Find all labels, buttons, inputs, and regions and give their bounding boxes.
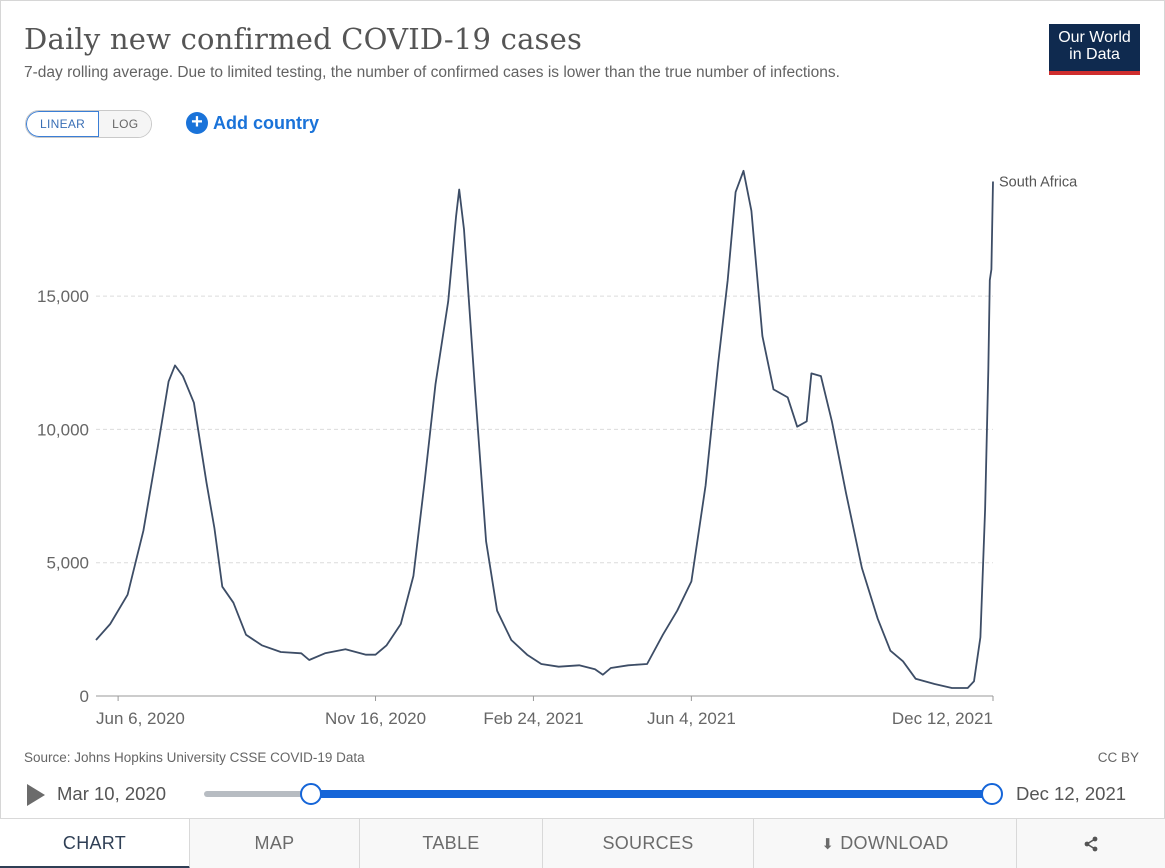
tab-download[interactable]: ⬇ DOWNLOAD [754,819,1017,868]
x-tick-label: Feb 24, 2021 [483,709,583,728]
owid-logo[interactable]: Our World in Data [1049,24,1140,75]
plus-circle-icon: + [186,112,208,134]
x-tick-label: Jun 4, 2021 [647,709,736,728]
y-tick-label: 5,000 [46,554,89,573]
tab-share[interactable] [1017,819,1165,868]
tab-map[interactable]: MAP [190,819,360,868]
x-tick-label: Nov 16, 2020 [325,709,426,728]
series-line-south-africa [95,169,994,689]
scale-toggle: LINEAR LOG [25,110,153,138]
timeline-track[interactable] [204,791,311,797]
tab-table[interactable]: TABLE [360,819,543,868]
logo-line-2: in Data [1069,46,1120,63]
add-country-button[interactable]: + Add country [186,110,319,136]
y-tick-label: 15,000 [37,287,89,306]
timeline-selected-range[interactable] [311,790,992,798]
series-label-south-africa: South Africa [999,174,1078,190]
chart-subtitle: 7-day rolling average. Due to limited te… [24,64,840,81]
x-tick-label: Dec 12, 2021 [892,709,993,728]
y-axis-ticks: 0 5,000 10,000 15,000 [37,287,89,706]
timeline-end-handle[interactable] [981,783,1003,805]
log-scale-button[interactable]: LOG [99,111,152,137]
line-chart[interactable]: 0 5,000 10,000 15,000 Jun 6, 2020 Nov 16, 20… [0,150,1165,730]
source-note: Source: Johns Hopkins University CSSE CO… [24,750,365,765]
x-axis: Jun 6, 2020 Nov 16, 2020 Feb 24, 2021 Jun 4… [96,695,994,728]
timeline-start-date: Mar 10, 2020 [57,783,167,804]
grid-lines [96,295,993,564]
tab-sources[interactable]: SOURCES [543,819,754,868]
tab-bar: CHART MAP TABLE SOURCES ⬇ DOWNLOAD [0,818,1165,868]
series-layer: South Africa [95,169,1078,689]
chart-title: Daily new confirmed COVID-19 cases [24,22,583,56]
y-tick-label: 0 [80,687,89,706]
timeline-end-date: Dec 12, 2021 [1016,783,1127,804]
add-country-label: Add country [213,112,319,133]
tab-chart[interactable]: CHART [0,819,190,868]
download-icon: ⬇ [821,836,835,853]
play-icon[interactable] [27,784,45,806]
license-link[interactable]: CC BY [1097,750,1139,765]
y-tick-label: 10,000 [37,420,89,439]
share-icon [1084,836,1098,852]
timeline-start-handle[interactable] [300,783,322,805]
linear-scale-button[interactable]: LINEAR [26,111,100,137]
tab-download-label: DOWNLOAD [840,833,949,853]
logo-line-1: Our World [1058,29,1131,46]
x-tick-label: Jun 6, 2020 [96,709,185,728]
